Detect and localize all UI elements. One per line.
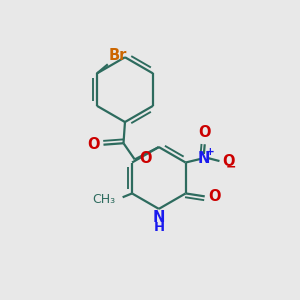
- Text: O: O: [199, 125, 211, 140]
- Text: H: H: [153, 221, 164, 234]
- Text: N: N: [198, 151, 210, 166]
- Text: Br: Br: [109, 48, 128, 63]
- Text: N: N: [153, 210, 165, 225]
- Text: CH₃: CH₃: [93, 194, 116, 206]
- Text: +: +: [206, 147, 215, 157]
- Text: −: −: [225, 160, 236, 173]
- Text: O: O: [139, 151, 152, 166]
- Text: O: O: [87, 137, 100, 152]
- Text: O: O: [222, 154, 235, 169]
- Text: O: O: [208, 189, 221, 204]
